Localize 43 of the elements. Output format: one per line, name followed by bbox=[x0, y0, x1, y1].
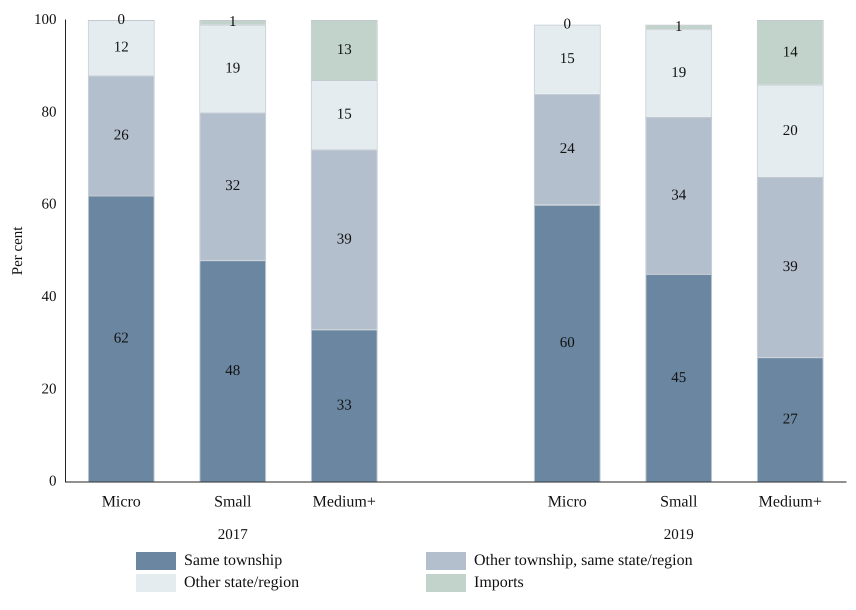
x-tick-label: Micro bbox=[102, 494, 141, 511]
text: 2019 bbox=[664, 526, 694, 543]
data-label: 13 bbox=[336, 42, 352, 58]
data-label: 26 bbox=[114, 127, 130, 144]
legend-label: Other township, same state/region bbox=[474, 552, 693, 570]
x-tick-label: Small bbox=[660, 494, 698, 511]
x-tick-label: Medium+ bbox=[758, 494, 822, 511]
y-tick-label: 20 bbox=[42, 381, 56, 398]
data-label: 0 bbox=[564, 16, 571, 33]
data-label: 15 bbox=[560, 51, 575, 68]
y-tick-label: 40 bbox=[42, 289, 56, 306]
data-label: 39 bbox=[336, 231, 352, 248]
data-label: 14 bbox=[782, 44, 798, 60]
y-tick-label: 0 bbox=[49, 474, 56, 490]
data-label: 32 bbox=[225, 178, 240, 194]
data-label: 24 bbox=[560, 141, 576, 158]
data-label: 48 bbox=[225, 362, 240, 379]
data-label: 60 bbox=[560, 335, 575, 352]
y-tick-label: 80 bbox=[42, 104, 56, 120]
data-label: 12 bbox=[114, 40, 129, 56]
data-label: 27 bbox=[782, 411, 798, 428]
data-label: 62 bbox=[114, 330, 129, 347]
y-tick-label: 100 bbox=[34, 12, 56, 28]
data-label: 39 bbox=[782, 259, 798, 275]
data-label: 1 bbox=[229, 14, 236, 30]
data-label: 34 bbox=[671, 187, 687, 204]
x-tick-label: Micro bbox=[548, 494, 587, 511]
data-label: 33 bbox=[336, 398, 352, 414]
y-axis-title: Per cent bbox=[10, 226, 26, 276]
legend-label: Same township bbox=[184, 552, 282, 570]
data-label: 19 bbox=[671, 65, 686, 82]
text: 2017 bbox=[218, 526, 248, 543]
data-label: 1 bbox=[675, 18, 682, 35]
data-label: 15 bbox=[336, 106, 352, 123]
legend-label: Other state/region bbox=[184, 574, 300, 592]
x-tick-label: Small bbox=[214, 494, 252, 511]
y-tick-label: 60 bbox=[42, 196, 56, 213]
data-label: 19 bbox=[225, 60, 240, 76]
data-label: 0 bbox=[118, 12, 125, 28]
legend-label: Imports bbox=[474, 574, 524, 592]
x-tick-label: Medium+ bbox=[312, 494, 376, 511]
data-label: 45 bbox=[671, 370, 686, 386]
data-label: 20 bbox=[782, 122, 798, 139]
